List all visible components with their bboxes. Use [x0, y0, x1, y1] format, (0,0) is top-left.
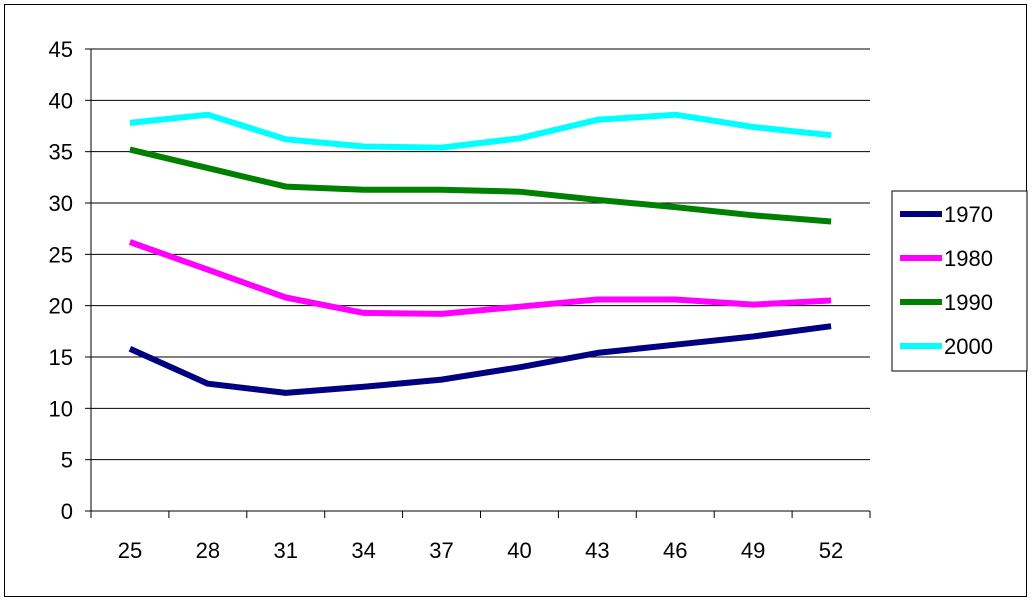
y-tick-label: 30 — [49, 191, 73, 216]
y-tick-label: 40 — [49, 88, 73, 113]
y-tick-label: 35 — [49, 140, 73, 165]
chart-area — [4, 4, 1027, 597]
y-tick-label: 5 — [61, 448, 73, 473]
x-tick-label: 46 — [663, 538, 687, 563]
series-line-2000 — [129, 111, 832, 151]
x-tick-label: 37 — [429, 538, 453, 563]
x-tick-label: 52 — [819, 538, 843, 563]
series-line-1990 — [129, 146, 832, 225]
legend-label-1990: 1990 — [944, 290, 993, 315]
legend-label-1980: 1980 — [944, 246, 993, 271]
x-tick-label: 31 — [274, 538, 298, 563]
legend-label-2000: 2000 — [944, 334, 993, 359]
x-tick-label: 43 — [585, 538, 609, 563]
x-tick-label: 40 — [507, 538, 531, 563]
series-line-1980 — [128, 239, 832, 317]
y-tick-label: 45 — [49, 37, 73, 62]
x-tick-label: 49 — [741, 538, 765, 563]
legend — [891, 190, 1028, 372]
y-tick-label: 15 — [49, 345, 73, 370]
y-tick-label: 0 — [61, 499, 73, 524]
y-tick-label: 10 — [49, 396, 73, 421]
series-line-1970 — [128, 323, 832, 396]
x-tick-label: 28 — [196, 538, 220, 563]
x-tick-label: 25 — [118, 538, 142, 563]
x-tick-label: 34 — [351, 538, 375, 563]
y-tick-label: 25 — [49, 242, 73, 267]
y-tick-label: 20 — [49, 294, 73, 319]
legend-label-1970: 1970 — [944, 202, 993, 227]
